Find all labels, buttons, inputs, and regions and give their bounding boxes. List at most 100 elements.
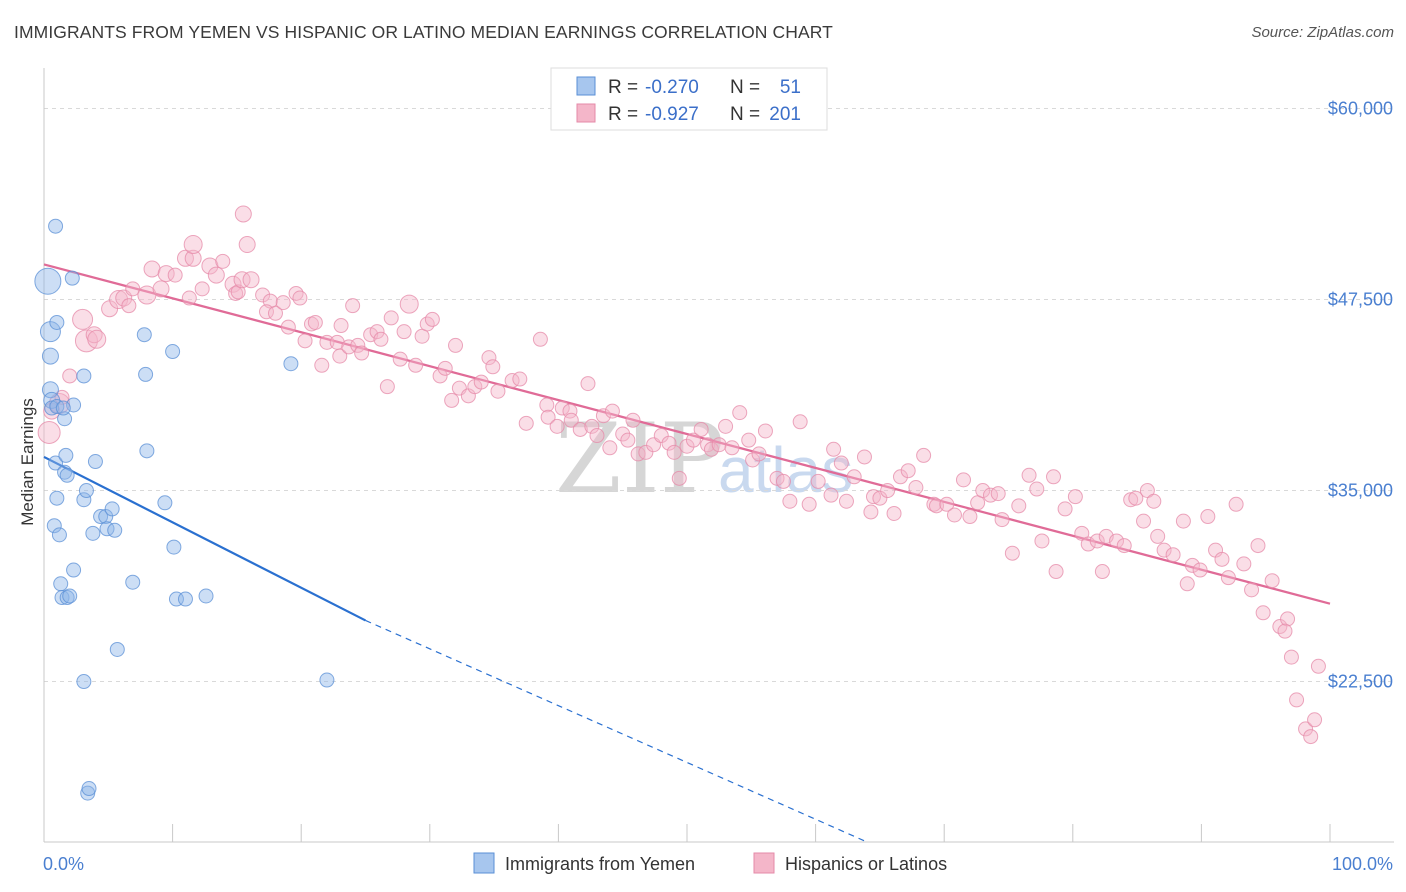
point-hispanic-44 (307, 314, 323, 330)
point-yemen-38 (136, 327, 152, 343)
point-yemen-39 (138, 366, 154, 382)
point-hispanic-4 (62, 368, 78, 384)
point-hispanic-172 (1165, 547, 1181, 563)
point-hispanic-156 (1057, 501, 1073, 517)
point-hispanic-135 (900, 463, 916, 479)
point-hispanic-56 (373, 331, 389, 347)
point-yemen-35 (107, 522, 123, 538)
point-yemen-40 (139, 443, 155, 459)
point-hispanic-159 (1080, 536, 1096, 552)
point-yemen-8 (48, 455, 64, 471)
point-hispanic-15 (143, 260, 161, 278)
y-tick-label-0: $22,500 (1328, 672, 1393, 692)
legend-n-value-hispanic: 201 (769, 104, 801, 125)
point-hispanic-119 (782, 493, 798, 509)
point-yemen-31 (93, 509, 109, 525)
point-yemen-28 (81, 781, 97, 797)
point-hispanic-8 (87, 329, 107, 349)
point-hispanic-96 (625, 412, 641, 428)
point-hispanic-122 (810, 473, 826, 489)
point-hispanic-128 (856, 449, 872, 465)
point-hispanic-124 (826, 441, 842, 457)
point-yemen-16 (58, 447, 74, 463)
point-hispanic-65 (424, 311, 440, 327)
point-hispanic-141 (946, 507, 962, 523)
point-hispanic-136 (908, 480, 924, 496)
point-hispanic-51 (345, 298, 361, 314)
axes (43, 68, 1394, 843)
point-hispanic-131 (872, 490, 888, 506)
point-hispanic-154 (1046, 469, 1062, 485)
point-hispanic-83 (549, 418, 565, 434)
point-hispanic-133 (886, 505, 902, 521)
point-hispanic-183 (1244, 582, 1260, 598)
point-hispanic-191 (1298, 721, 1314, 737)
point-hispanic-105 (685, 432, 701, 448)
point-hispanic-164 (1116, 538, 1132, 554)
point-hispanic-69 (448, 337, 464, 353)
point-hispanic-145 (975, 483, 991, 499)
x-tick-label-left: 0.0% (43, 854, 84, 874)
point-yemen-24 (76, 492, 92, 508)
point-hispanic-127 (846, 469, 862, 485)
point-yemen-19 (62, 588, 78, 604)
point-hispanic-111 (724, 440, 740, 456)
point-hispanic-32 (238, 236, 256, 254)
point-hispanic-195 (1277, 623, 1293, 639)
point-hispanic-38 (275, 295, 291, 311)
legend-swatch-yemen (576, 76, 596, 96)
point-hispanic-62 (408, 357, 424, 373)
point-yemen-26 (76, 674, 92, 690)
point-yemen-36 (109, 641, 125, 657)
point-yemen-32 (98, 509, 114, 525)
point-hispanic-129 (863, 504, 879, 520)
legend-swatch-hispanic (576, 103, 596, 123)
point-hispanic-80 (532, 331, 548, 347)
point-hispanic-109 (711, 437, 727, 453)
y-tick-label-1: $35,000 (1328, 481, 1393, 501)
data-points (34, 205, 1326, 801)
point-hispanic-34 (255, 287, 271, 303)
series-legend-label-yemen: Immigrants from Yemen (505, 854, 695, 874)
point-yemen-17 (59, 467, 75, 483)
point-hispanic-98 (638, 444, 654, 460)
point-hispanic-29 (230, 284, 246, 300)
series-legend-swatch-hispanic (753, 852, 775, 874)
point-yemen-46 (198, 588, 214, 604)
point-hispanic-78 (512, 371, 528, 387)
point-hispanic-113 (741, 432, 757, 448)
point-hispanic-188 (1280, 611, 1296, 627)
point-hispanic-37 (267, 305, 283, 321)
point-hispanic-103 (671, 470, 687, 486)
chart-title: IMMIGRANTS FROM YEMEN VS HISPANIC OR LAT… (14, 22, 833, 42)
y-tick-label-2: $47,500 (1328, 290, 1393, 310)
point-hispanic-137 (916, 447, 932, 463)
point-hispanic-20 (184, 249, 202, 267)
point-hispanic-61 (399, 294, 419, 314)
point-hispanic-53 (354, 345, 370, 361)
y-axis-label: Median Earnings (18, 398, 37, 526)
point-yemen-10 (46, 518, 62, 534)
point-hispanic-33 (242, 271, 260, 289)
point-hispanic-132 (880, 483, 896, 499)
point-hispanic-23 (194, 281, 210, 297)
point-hispanic-171 (1156, 542, 1172, 558)
point-hispanic-42 (297, 333, 313, 349)
point-hispanic-26 (215, 253, 231, 269)
point-yemen-0 (34, 267, 62, 295)
point-hispanic-112 (732, 405, 748, 421)
point-hispanic-74 (481, 350, 497, 366)
point-hispanic-153 (1034, 533, 1050, 549)
point-hispanic-182 (1236, 556, 1252, 572)
point-hispanic-115 (751, 446, 767, 462)
point-hispanic-31 (234, 205, 252, 223)
point-hispanic-161 (1094, 564, 1110, 580)
point-yemen-37 (125, 574, 141, 590)
watermark-atlas: atlas (718, 434, 853, 506)
point-yemen-3 (41, 381, 59, 399)
point-hispanic-75 (485, 359, 501, 375)
point-yemen-34 (104, 501, 120, 517)
point-yemen-25 (78, 483, 94, 499)
point-yemen-30 (87, 454, 103, 470)
point-hispanic-95 (620, 432, 636, 448)
